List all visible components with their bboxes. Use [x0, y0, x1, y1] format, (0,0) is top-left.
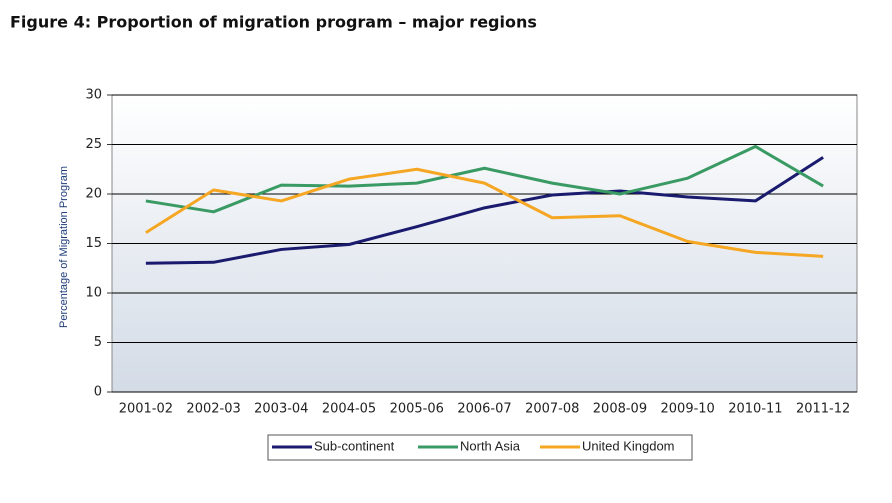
- chart-title: Figure 4: Proportion of migration progra…: [10, 13, 537, 32]
- x-tick-label: 2003-04: [254, 402, 308, 417]
- x-tick-label: 2004-05: [322, 402, 376, 417]
- y-tick-label: 15: [85, 236, 102, 251]
- y-tick-label: 20: [85, 187, 102, 202]
- legend-label: United Kingdom: [582, 438, 675, 453]
- y-axis-label: Percentage of Migration Program: [58, 166, 70, 328]
- y-tick-label: 10: [85, 286, 102, 301]
- series-line: [145, 156, 824, 265]
- x-tick-label: 2001-02: [119, 402, 173, 417]
- legend-label: North Asia: [460, 438, 521, 453]
- y-tick-label: 0: [94, 385, 102, 400]
- x-tick-label: 2011-12: [796, 402, 850, 417]
- y-tick-label: 25: [85, 137, 102, 152]
- x-tick-label: 2008-09: [593, 402, 647, 417]
- x-tick-label: 2002-03: [186, 402, 240, 417]
- x-tick-label: 2005-06: [390, 402, 444, 417]
- y-tick-label: 5: [94, 335, 102, 350]
- x-tick-label: 2009-10: [661, 402, 715, 417]
- x-tick-label: 2006-07: [457, 402, 511, 417]
- series-line: [145, 167, 824, 258]
- legend-label: Sub-continent: [314, 438, 395, 453]
- y-tick-label: 30: [85, 88, 102, 103]
- x-tick-label: 2007-08: [525, 402, 579, 417]
- series-line: [145, 144, 824, 214]
- legend-box: [267, 434, 693, 461]
- x-tick-label: 2010-11: [728, 402, 782, 417]
